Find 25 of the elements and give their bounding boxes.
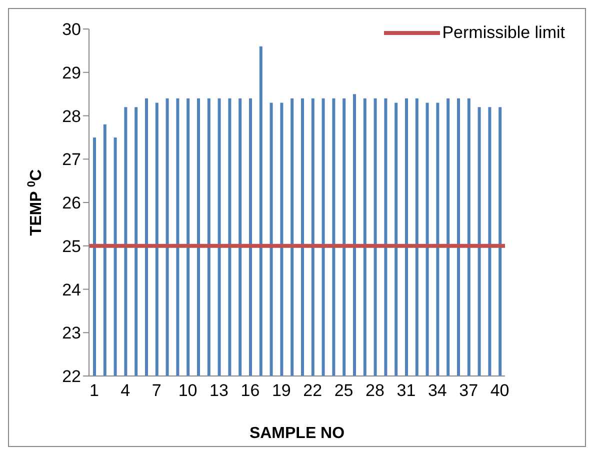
x-tick-label: 4: [120, 381, 130, 400]
legend-label: Permissible limit: [442, 23, 565, 43]
x-tick-label: 13: [210, 381, 228, 400]
x-axis-title: SAMPLE NO: [249, 425, 345, 442]
x-tick-label: 28: [366, 381, 384, 400]
y-tick-label: 23: [62, 324, 81, 343]
x-tick-label: 25: [334, 381, 354, 400]
x-tick-label: 31: [396, 381, 416, 400]
x-tick-label: 10: [178, 381, 198, 400]
x-tick-label: 16: [240, 381, 260, 400]
x-tick-label: 40: [490, 381, 510, 400]
x-tick-label: 22: [303, 381, 322, 400]
y-tick-label: 27: [62, 150, 81, 170]
x-tick-label: 34: [428, 381, 447, 400]
y-tick-label: 26: [62, 194, 81, 213]
x-tick-label: 1: [89, 381, 99, 400]
x-tick-label: 19: [272, 381, 291, 400]
y-tick-label: 28: [62, 106, 81, 126]
y-tick-label: 29: [62, 63, 81, 82]
y-tick-label: 24: [62, 280, 81, 300]
x-tick-label: 7: [152, 381, 162, 400]
y-tick-label: 25: [62, 236, 81, 256]
x-tick-label: 37: [459, 381, 478, 400]
y-tick-label: 22: [62, 367, 81, 386]
y-tick-label: 30: [62, 20, 81, 40]
